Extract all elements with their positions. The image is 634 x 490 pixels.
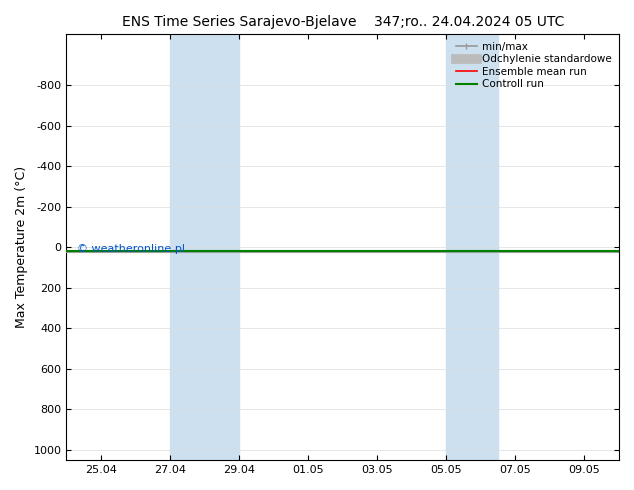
Y-axis label: Max Temperature 2m (°C): Max Temperature 2m (°C) [15,166,28,328]
Bar [446,34,498,460]
Legend: min/max, Odchylenie standardowe, Ensemble mean run, Controll run: min/max, Odchylenie standardowe, Ensembl… [454,40,614,92]
Title: ENS Time Series Sarajevo-Bjelave    347;ro.. 24.04.2024 05 UTC: ENS Time Series Sarajevo-Bjelave 347;ro.… [122,15,564,29]
Bar [170,34,239,460]
Text: © weatheronline.pl: © weatheronline.pl [77,245,186,254]
